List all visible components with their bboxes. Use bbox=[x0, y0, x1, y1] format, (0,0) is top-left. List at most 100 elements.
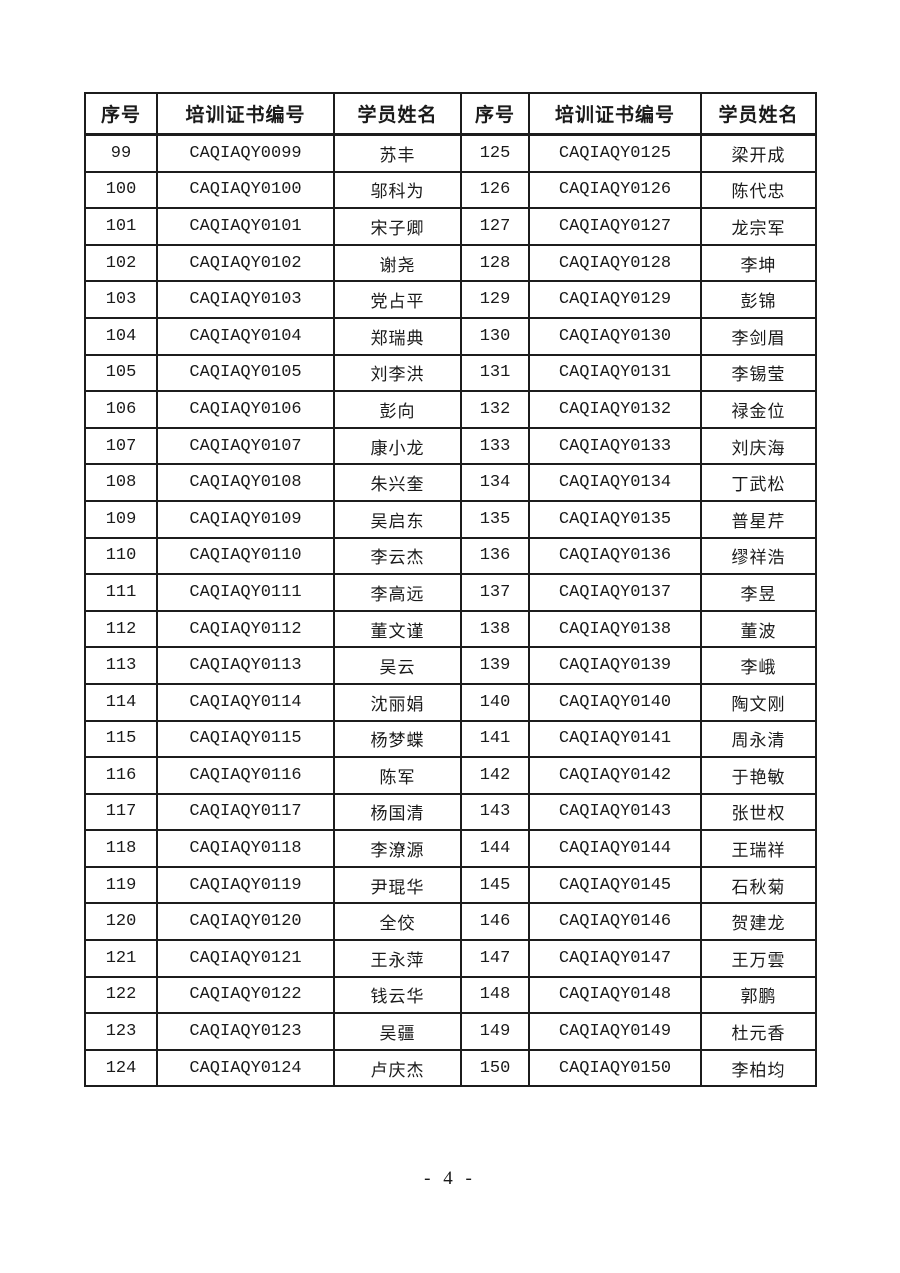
table-row: 111 CAQIAQY0111 李高远 137 CAQIAQY0137 李昱 bbox=[84, 573, 817, 612]
name-cell: 李柏均 bbox=[700, 1048, 817, 1088]
serial-cell: 102 bbox=[84, 243, 158, 283]
table-row: 107 CAQIAQY0107 康小龙 133 CAQIAQY0133 刘庆海 bbox=[84, 426, 817, 466]
serial-cell: 131 bbox=[460, 353, 530, 393]
serial-cell: 129 bbox=[460, 280, 530, 319]
name-cell: 李峨 bbox=[700, 646, 817, 685]
cert-cell: CAQIAQY0126 bbox=[528, 170, 702, 210]
serial-cell: 100 bbox=[84, 170, 158, 210]
cert-cell: CAQIAQY0137 bbox=[528, 573, 702, 612]
name-cell: 杜元香 bbox=[700, 1012, 817, 1051]
table-row: 105 CAQIAQY0105 刘李洪 131 CAQIAQY0131 李锡莹 bbox=[84, 353, 817, 393]
serial-cell: 127 bbox=[460, 207, 530, 246]
header-cert-right: 培训证书编号 bbox=[528, 92, 702, 136]
table-row: 122 CAQIAQY0122 钱云华 148 CAQIAQY0148 郭鹏 bbox=[84, 975, 817, 1015]
serial-cell: 120 bbox=[84, 902, 158, 942]
name-cell: 刘李洪 bbox=[333, 353, 462, 393]
table-row: 124 CAQIAQY0124 卢庆杰 150 CAQIAQY0150 李柏均 bbox=[84, 1048, 817, 1088]
serial-cell: 137 bbox=[460, 573, 530, 612]
cert-cell: CAQIAQY0127 bbox=[528, 207, 702, 246]
serial-cell: 134 bbox=[460, 463, 530, 502]
header-serial-right: 序号 bbox=[460, 92, 530, 136]
name-cell: 禄金位 bbox=[700, 390, 817, 429]
serial-cell: 145 bbox=[460, 865, 530, 905]
table-row: 106 CAQIAQY0106 彭向 132 CAQIAQY0132 禄金位 bbox=[84, 390, 817, 429]
cert-cell: CAQIAQY0133 bbox=[528, 426, 702, 466]
cert-cell: CAQIAQY0147 bbox=[528, 939, 702, 978]
serial-cell: 119 bbox=[84, 865, 158, 905]
table-row: 104 CAQIAQY0104 郑瑞典 130 CAQIAQY0130 李剑眉 bbox=[84, 316, 817, 356]
serial-cell: 118 bbox=[84, 829, 158, 868]
name-cell: 宋子卿 bbox=[333, 207, 462, 246]
table-row: 118 CAQIAQY0118 李潦源 144 CAQIAQY0144 王瑞祥 bbox=[84, 829, 817, 868]
cert-cell: CAQIAQY0109 bbox=[156, 499, 335, 539]
serial-cell: 146 bbox=[460, 902, 530, 942]
serial-cell: 142 bbox=[460, 756, 530, 795]
cert-cell: CAQIAQY0107 bbox=[156, 426, 335, 466]
serial-cell: 139 bbox=[460, 646, 530, 685]
serial-cell: 111 bbox=[84, 573, 158, 612]
name-cell: 普星芹 bbox=[700, 499, 817, 539]
cert-cell: CAQIAQY0143 bbox=[528, 792, 702, 832]
table-row: 113 CAQIAQY0113 吴云 139 CAQIAQY0139 李峨 bbox=[84, 646, 817, 685]
serial-cell: 138 bbox=[460, 609, 530, 649]
cert-cell: CAQIAQY0099 bbox=[156, 133, 335, 173]
cert-cell: CAQIAQY0112 bbox=[156, 609, 335, 649]
cert-cell: CAQIAQY0145 bbox=[528, 865, 702, 905]
name-cell: 龙宗军 bbox=[700, 207, 817, 246]
header-row: 序号 培训证书编号 学员姓名 序号 培训证书编号 学员姓名 bbox=[84, 92, 817, 136]
serial-cell: 113 bbox=[84, 646, 158, 685]
name-cell: 李坤 bbox=[700, 243, 817, 283]
serial-cell: 117 bbox=[84, 792, 158, 832]
cert-cell: CAQIAQY0148 bbox=[528, 975, 702, 1015]
cert-cell: CAQIAQY0124 bbox=[156, 1048, 335, 1088]
header-name-right: 学员姓名 bbox=[700, 92, 817, 136]
name-cell: 沈丽娟 bbox=[333, 682, 462, 722]
cert-cell: CAQIAQY0101 bbox=[156, 207, 335, 246]
name-cell: 李潦源 bbox=[333, 829, 462, 868]
serial-cell: 116 bbox=[84, 756, 158, 795]
cert-cell: CAQIAQY0111 bbox=[156, 573, 335, 612]
table-row: 116 CAQIAQY0116 陈军 142 CAQIAQY0142 于艳敏 bbox=[84, 756, 817, 795]
table-row: 108 CAQIAQY0108 朱兴奎 134 CAQIAQY0134 丁武松 bbox=[84, 463, 817, 502]
cert-cell: CAQIAQY0121 bbox=[156, 939, 335, 978]
header-name-left: 学员姓名 bbox=[333, 92, 462, 136]
serial-cell: 149 bbox=[460, 1012, 530, 1051]
serial-cell: 99 bbox=[84, 133, 158, 173]
name-cell: 吴启东 bbox=[333, 499, 462, 539]
cert-cell: CAQIAQY0125 bbox=[528, 133, 702, 173]
name-cell: 缪祥浩 bbox=[700, 536, 817, 576]
name-cell: 彭锦 bbox=[700, 280, 817, 319]
cert-cell: CAQIAQY0128 bbox=[528, 243, 702, 283]
name-cell: 杨梦蝶 bbox=[333, 719, 462, 759]
serial-cell: 114 bbox=[84, 682, 158, 722]
name-cell: 董文谨 bbox=[333, 609, 462, 649]
name-cell: 全佼 bbox=[333, 902, 462, 942]
table-row: 103 CAQIAQY0103 党占平 129 CAQIAQY0129 彭锦 bbox=[84, 280, 817, 319]
serial-cell: 140 bbox=[460, 682, 530, 722]
serial-cell: 132 bbox=[460, 390, 530, 429]
cert-cell: CAQIAQY0139 bbox=[528, 646, 702, 685]
table-row: 121 CAQIAQY0121 王永萍 147 CAQIAQY0147 王万雲 bbox=[84, 939, 817, 978]
cert-cell: CAQIAQY0131 bbox=[528, 353, 702, 393]
table-row: 99 CAQIAQY0099 苏丰 125 CAQIAQY0125 梁开成 bbox=[84, 133, 817, 173]
name-cell: 梁开成 bbox=[700, 133, 817, 173]
name-cell: 刘庆海 bbox=[700, 426, 817, 466]
cert-cell: CAQIAQY0144 bbox=[528, 829, 702, 868]
serial-cell: 136 bbox=[460, 536, 530, 576]
name-cell: 于艳敏 bbox=[700, 756, 817, 795]
cert-cell: CAQIAQY0122 bbox=[156, 975, 335, 1015]
name-cell: 郑瑞典 bbox=[333, 316, 462, 356]
serial-cell: 143 bbox=[460, 792, 530, 832]
serial-cell: 133 bbox=[460, 426, 530, 466]
name-cell: 邬科为 bbox=[333, 170, 462, 210]
page-number: - 4 - bbox=[424, 1168, 476, 1189]
cert-cell: CAQIAQY0103 bbox=[156, 280, 335, 319]
cert-cell: CAQIAQY0105 bbox=[156, 353, 335, 393]
table-row: 100 CAQIAQY0100 邬科为 126 CAQIAQY0126 陈代忠 bbox=[84, 170, 817, 210]
cert-cell: CAQIAQY0146 bbox=[528, 902, 702, 942]
cert-cell: CAQIAQY0104 bbox=[156, 316, 335, 356]
table-row: 117 CAQIAQY0117 杨国清 143 CAQIAQY0143 张世权 bbox=[84, 792, 817, 832]
cert-cell: CAQIAQY0134 bbox=[528, 463, 702, 502]
serial-cell: 126 bbox=[460, 170, 530, 210]
